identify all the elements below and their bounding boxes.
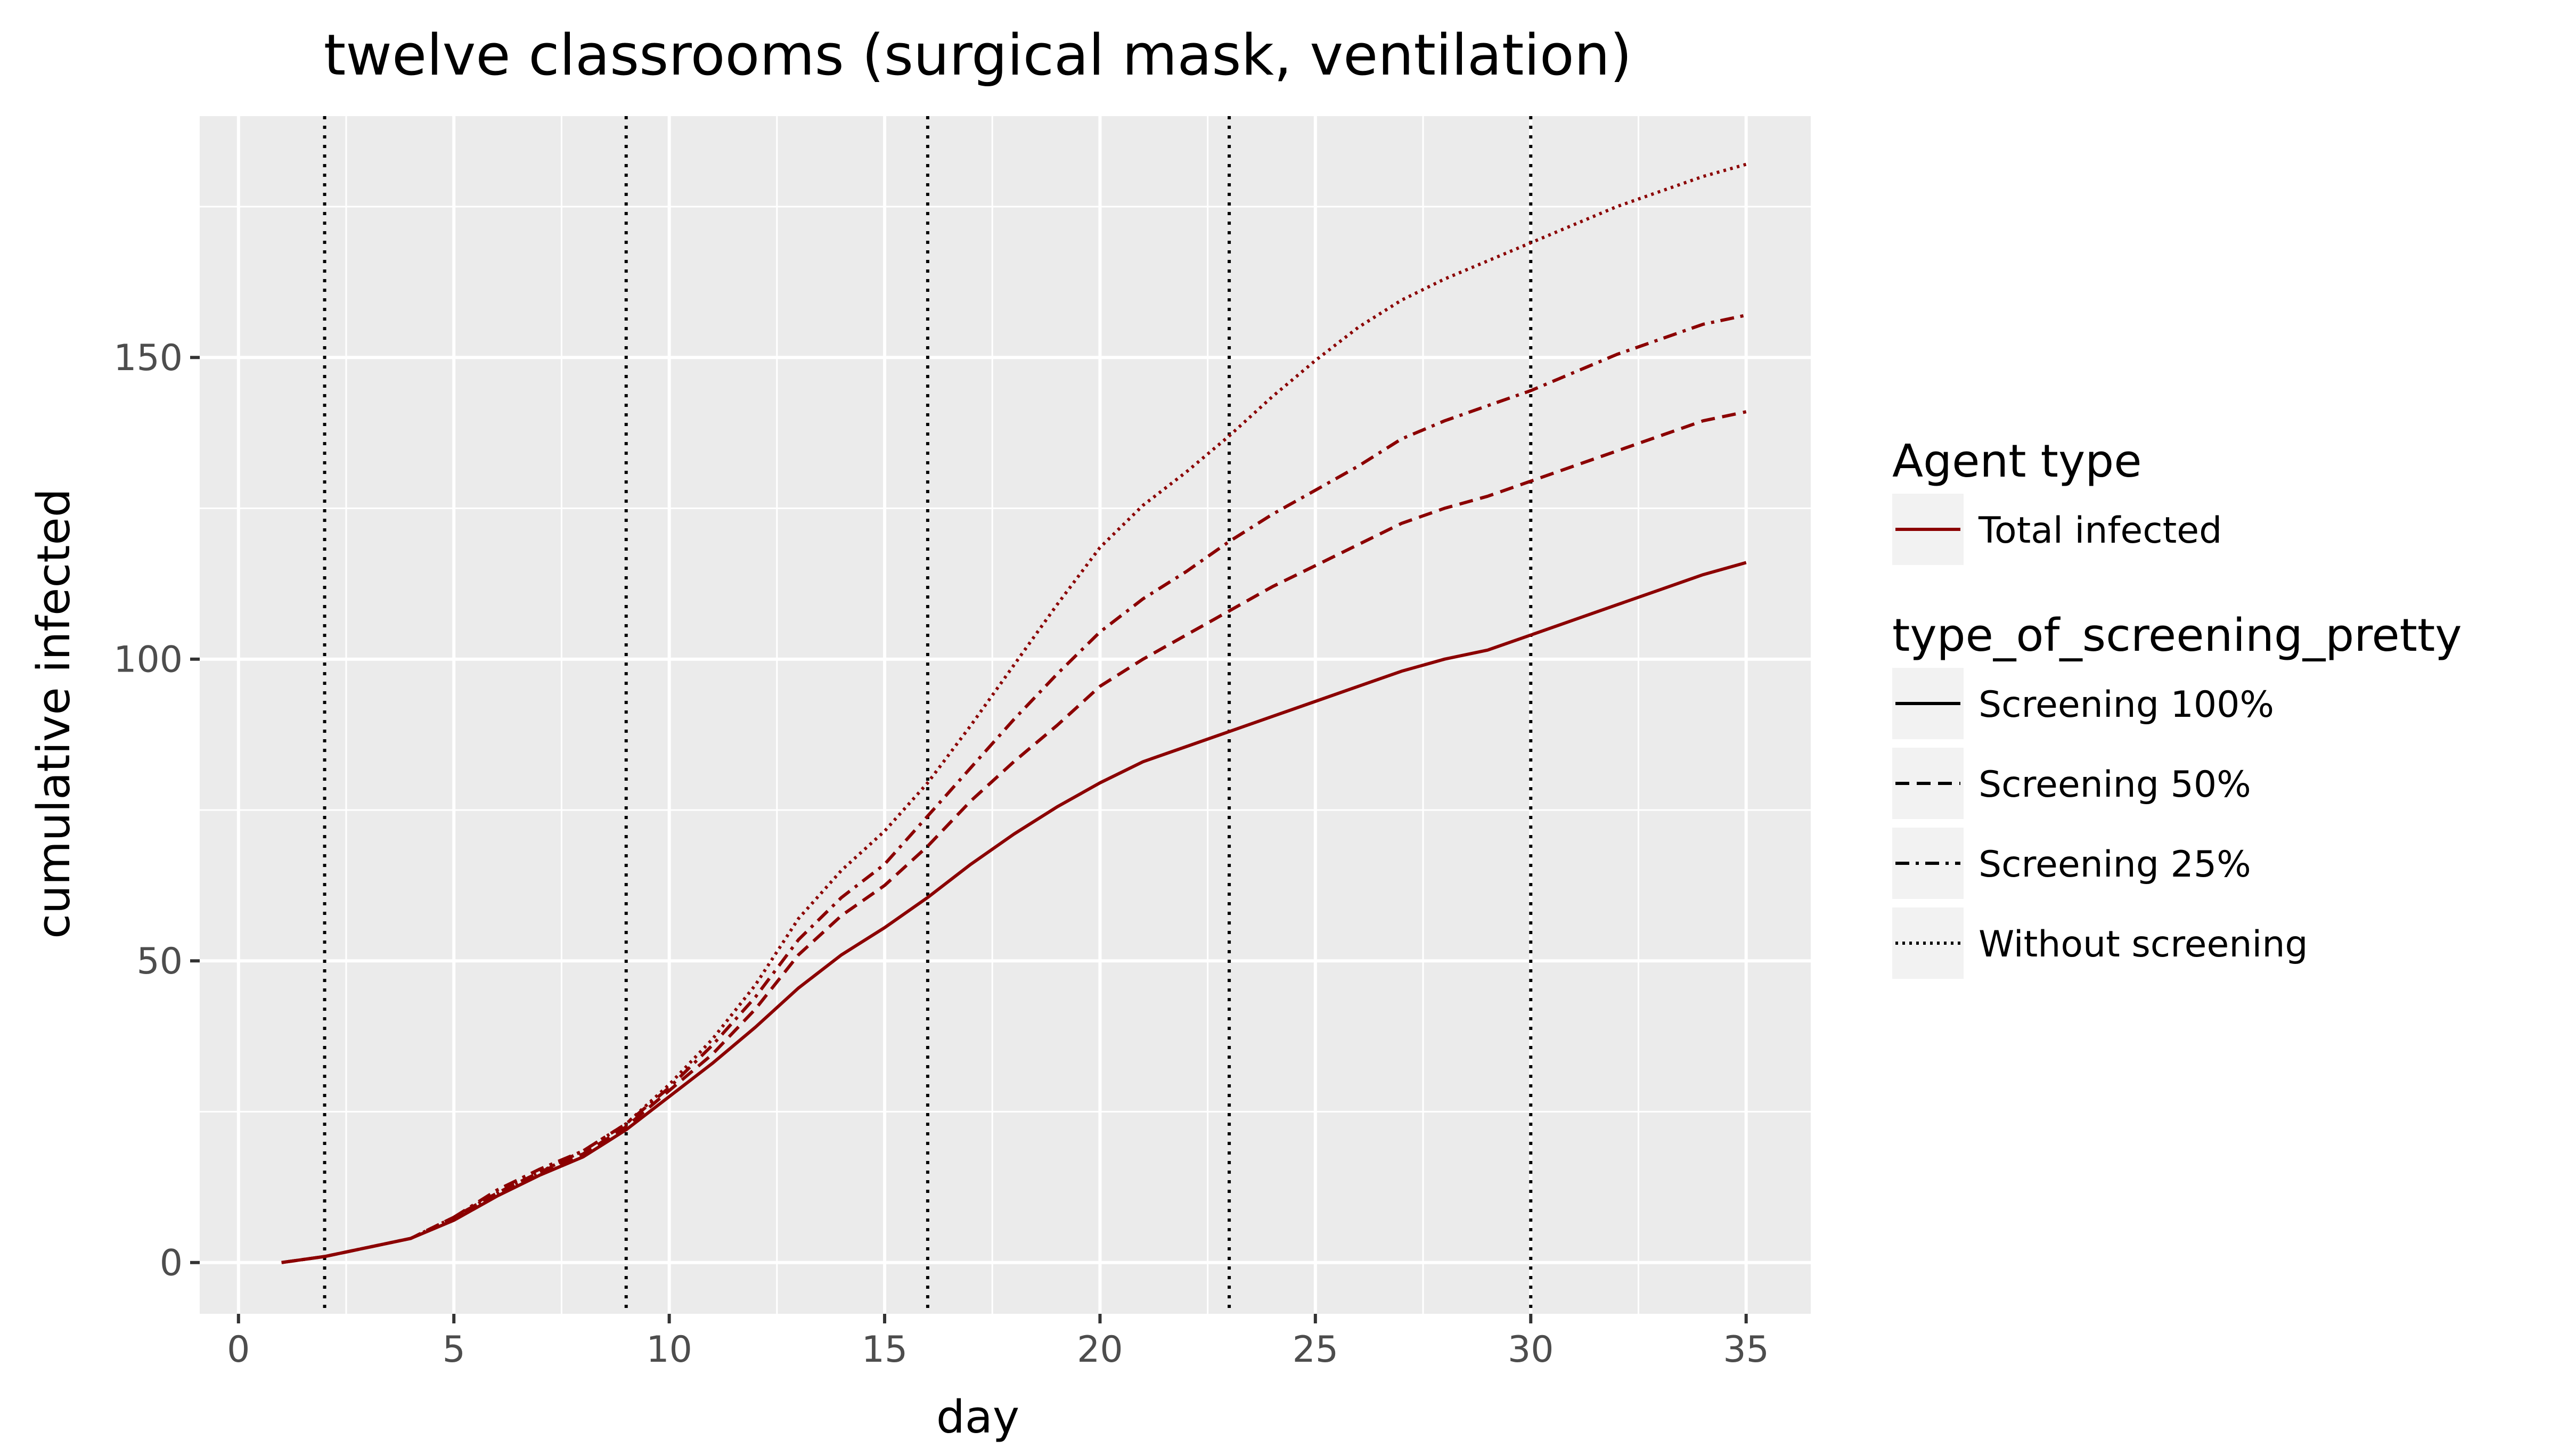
legend-title: type_of_screening_pretty <box>1892 609 2462 662</box>
legend-entry-label: Screening 50% <box>1979 764 2251 806</box>
legend-entry-label: Screening 25% <box>1979 844 2251 886</box>
x-tick-label: 15 <box>862 1329 908 1371</box>
legend-entry-label: Without screening <box>1979 923 2308 966</box>
series-line-screening-50- <box>281 410 1747 1264</box>
major-gridlines <box>200 116 1811 1314</box>
y-tick-label: 50 <box>136 940 183 983</box>
series-line-screening-100- <box>281 561 1747 1264</box>
x-tick-label: 5 <box>443 1329 465 1371</box>
x-axis-title: day <box>936 1391 1019 1444</box>
legend: Agent type Total infected type_of_screenin… <box>1892 435 2462 979</box>
y-tick-label: 100 <box>113 639 183 681</box>
minor-gridlines <box>200 116 1855 1314</box>
series-line-without-screening <box>281 162 1747 1264</box>
x-tick-label: 20 <box>1077 1329 1123 1371</box>
chart-title: twelve classrooms (surgical mask, ventil… <box>324 22 1632 88</box>
plot-panel <box>200 116 1811 1314</box>
series-lines <box>281 162 1747 1264</box>
x-tick-label: 25 <box>1293 1329 1339 1371</box>
y-tick-label: 150 <box>113 337 183 379</box>
x-tick-label: 0 <box>227 1329 250 1371</box>
axis-ticks: 0 5 10 15 20 25 30 35 0 50 100 150 <box>113 337 1769 1371</box>
y-axis-title: cumulative infected <box>28 488 80 939</box>
legend-title: Agent type <box>1892 435 2142 488</box>
legend-entry-label: Screening 100% <box>1979 684 2274 726</box>
x-tick-label: 30 <box>1508 1329 1554 1371</box>
reference-vlines <box>323 116 1533 1314</box>
x-tick-label: 10 <box>646 1329 692 1371</box>
y-tick-label: 0 <box>160 1242 183 1285</box>
legend-entry-label: Total infected <box>1978 510 2222 552</box>
series-line-screening-25- <box>281 313 1747 1264</box>
x-tick-label: 35 <box>1723 1329 1769 1371</box>
